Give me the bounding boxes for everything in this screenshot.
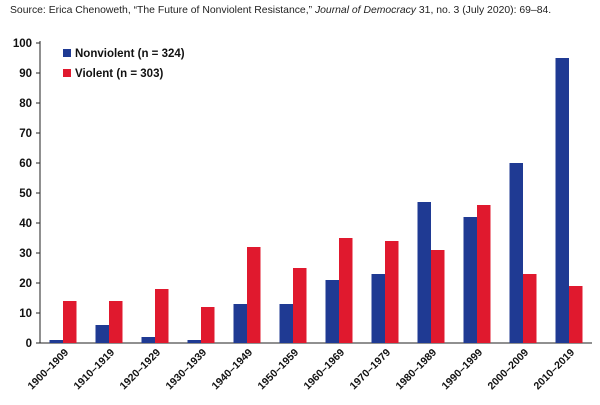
x-tick-label: 1910–1919 xyxy=(71,347,117,393)
bar-violent xyxy=(339,238,353,343)
bar-nonviolent xyxy=(555,58,569,343)
y-tick-label: 20 xyxy=(19,278,32,290)
y-tick-label: 100 xyxy=(13,38,32,50)
legend-swatch-nonviolent xyxy=(63,49,71,57)
x-tick-label: 1930–1939 xyxy=(163,347,209,393)
y-tick-label: 40 xyxy=(19,218,32,230)
y-tick-label: 90 xyxy=(19,68,32,80)
bar-violent xyxy=(385,241,399,343)
x-tick-label: 1990–1999 xyxy=(439,347,485,393)
x-tick-label: 1960–1969 xyxy=(301,347,347,393)
bar-violent xyxy=(293,268,307,343)
y-tick-label: 60 xyxy=(19,158,32,170)
bar-violent xyxy=(247,247,261,343)
source-journal: Journal of Democracy xyxy=(314,5,416,16)
bar-nonviolent xyxy=(371,274,385,343)
bar-violent xyxy=(155,289,169,343)
legend-label-nonviolent: Nonviolent (n = 324) xyxy=(75,48,185,60)
bar-violent xyxy=(109,301,123,343)
y-tick-label: 70 xyxy=(19,128,32,140)
chart-source: Source: Erica Chenoweth, “The Future of … xyxy=(10,5,595,16)
bar-nonviolent xyxy=(509,163,523,343)
bar-nonviolent xyxy=(463,217,477,343)
bar-violent xyxy=(431,250,445,343)
x-tick-label: 1980–1989 xyxy=(393,347,439,393)
bar-violent xyxy=(477,205,491,343)
bar-nonviolent xyxy=(187,340,201,343)
legend-label-violent: Violent (n = 303) xyxy=(75,68,163,80)
bar-nonviolent xyxy=(141,337,155,343)
y-tick-label: 50 xyxy=(19,188,32,200)
y-tick-label: 30 xyxy=(19,248,32,260)
x-tick-label: 1950–1959 xyxy=(255,347,301,393)
bar-nonviolent xyxy=(95,325,109,343)
legend-swatch-violent xyxy=(63,69,71,77)
x-tick-label: 1920–1929 xyxy=(117,347,163,393)
bar-nonviolent xyxy=(417,202,431,343)
y-tick-label: 10 xyxy=(19,308,32,320)
y-tick-label: 80 xyxy=(19,98,32,110)
x-tick-label: 1900–1909 xyxy=(25,347,71,393)
bar-nonviolent xyxy=(49,340,63,343)
y-tick-label: 0 xyxy=(26,338,32,350)
source-prefix: Source: Erica Chenoweth, “The Future of … xyxy=(10,5,315,16)
bar-nonviolent xyxy=(233,304,247,343)
source-suffix: 31, no. 3 (July 2020): 69–84. xyxy=(416,5,552,16)
bar-violent xyxy=(523,274,537,343)
x-tick-label: 2010–2019 xyxy=(531,347,577,393)
bar-violent xyxy=(569,286,583,343)
x-tick-label: 2000–2009 xyxy=(485,347,531,393)
x-tick-label: 1940–1949 xyxy=(209,347,255,393)
bar-violent xyxy=(201,307,215,343)
bar-violent xyxy=(63,301,77,343)
x-tick-label: 1970–1979 xyxy=(347,347,393,393)
bar-nonviolent xyxy=(279,304,293,343)
bar-nonviolent xyxy=(325,280,339,343)
